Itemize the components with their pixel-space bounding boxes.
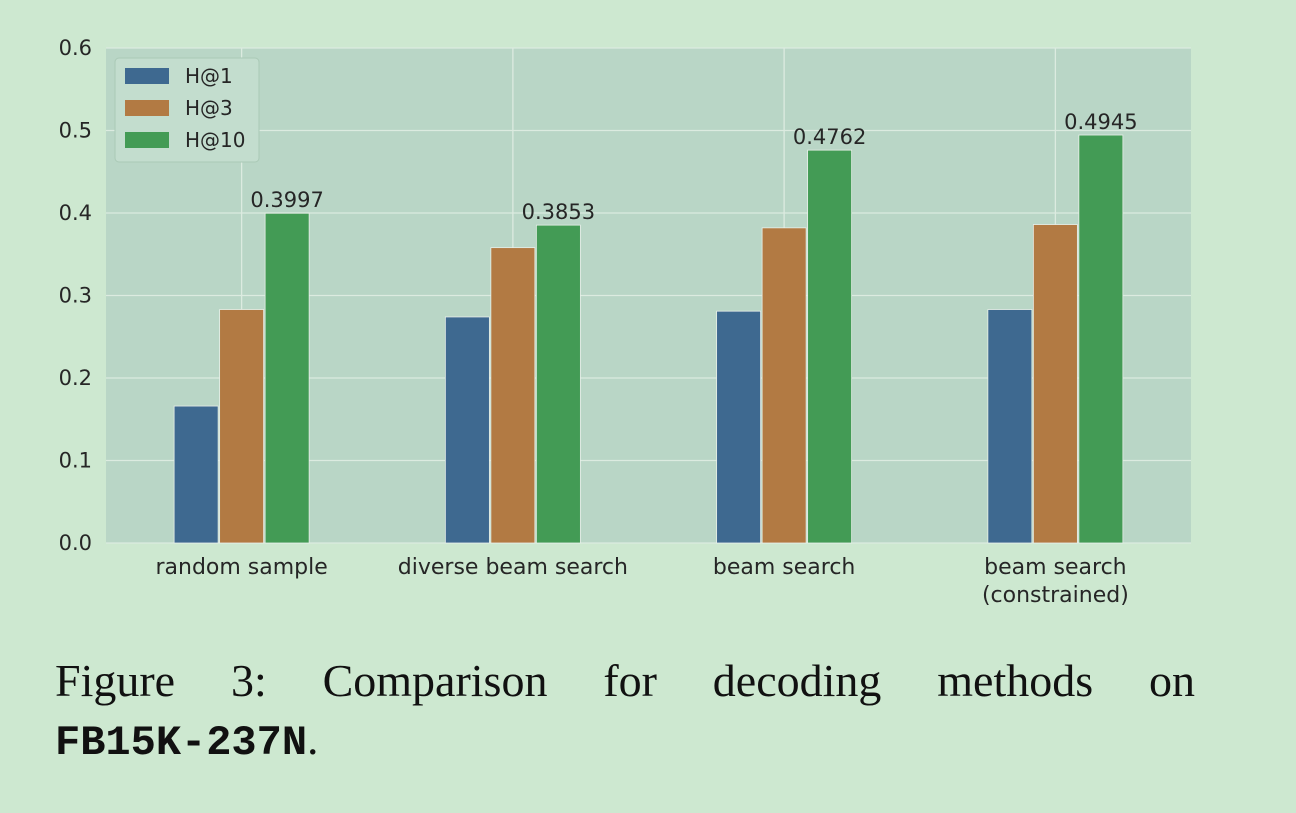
data-label: 0.4762	[793, 125, 866, 149]
caption-dataset-name: FB15K-237N	[55, 719, 308, 767]
y-tick-label: 0.5	[59, 119, 92, 143]
chart-svg: 0.0 0.1 0.2 0.3 0.4 0.5 0.6 0.3997 0.3853 0.4762 0…	[59, 36, 1191, 608]
bar-h-at-3	[1032, 224, 1078, 544]
figure-caption: Figure 3: Comparison for decoding method…	[55, 652, 1195, 772]
caption-word: decoding	[712, 655, 882, 706]
x-tick-label: diverse beam search	[398, 555, 628, 580]
caption-word: Figure	[55, 655, 176, 706]
bar-h-at-10	[535, 224, 581, 544]
data-label: 0.3853	[522, 200, 595, 224]
bar-h-at-10	[807, 149, 853, 544]
bar-chart: 0.0 0.1 0.2 0.3 0.4 0.5 0.6 0.3997 0.3853 0.4762 0…	[59, 36, 1191, 608]
y-tick-label: 0.3	[59, 284, 92, 308]
y-tick-label: 0.6	[59, 36, 92, 60]
caption-line-1: Figure 3: Comparison for decoding method…	[55, 652, 1195, 710]
bar-h-at-10	[264, 212, 310, 544]
caption-word: 3:	[230, 655, 267, 706]
y-tick-label: 0.4	[59, 201, 92, 225]
x-tick-label: beam search	[984, 555, 1126, 580]
chart-area: 0.0 0.1 0.2 0.3 0.4 0.5 0.6 0.3997 0.3853 0.4762 0…	[59, 36, 1191, 608]
bar-h-at-1	[173, 405, 219, 544]
data-label: 0.3997	[250, 188, 323, 212]
caption-word: Comparison	[322, 655, 548, 706]
legend-label: H@3	[185, 96, 233, 120]
caption-word: on	[1149, 655, 1195, 706]
caption-word: methods	[937, 655, 1094, 706]
caption-period: .	[307, 713, 319, 764]
x-tick-label: random sample	[155, 555, 327, 580]
bar-h-at-10	[1078, 134, 1124, 544]
bar-h-at-1	[444, 316, 490, 544]
caption-word: for	[603, 655, 657, 706]
legend-swatch	[125, 68, 169, 84]
y-tick-label: 0.2	[59, 366, 92, 390]
bar-h-at-3	[761, 227, 807, 544]
bar-h-at-3	[490, 247, 536, 544]
x-tick-label: (constrained)	[982, 583, 1129, 608]
legend-swatch	[125, 100, 169, 116]
bar-h-at-1	[716, 310, 762, 544]
bar-h-at-1	[987, 309, 1033, 544]
y-tick-label: 0.1	[59, 449, 92, 473]
legend-swatch	[125, 132, 169, 148]
caption-line-2: FB15K-237N.	[55, 710, 1195, 772]
bar-h-at-3	[219, 309, 265, 544]
data-label: 0.4945	[1064, 110, 1137, 134]
legend-label: H@10	[185, 128, 246, 152]
y-tick-label: 0.0	[59, 531, 92, 555]
legend-label: H@1	[185, 64, 233, 88]
x-tick-label: beam search	[713, 555, 855, 580]
